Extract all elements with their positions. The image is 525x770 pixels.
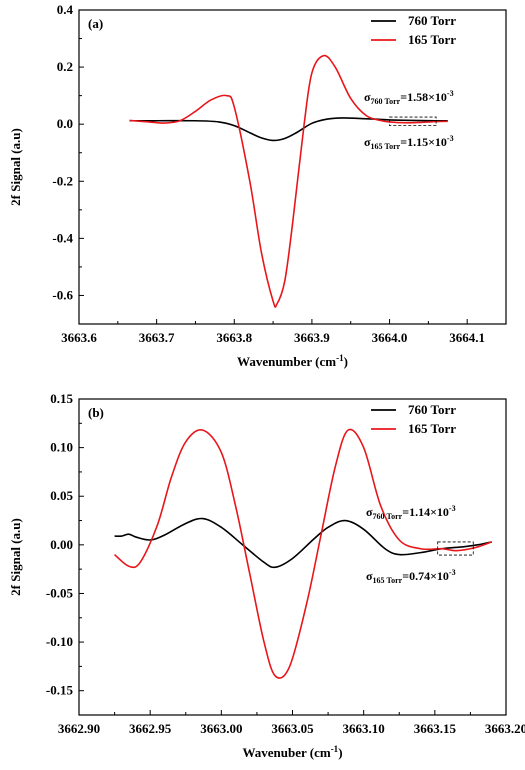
x-tick-label: 3663.00: [200, 721, 242, 736]
y-tick-label: 0.4: [57, 2, 74, 17]
noise-region-box: [437, 541, 474, 556]
series-line-165-torr: [114, 428, 493, 679]
sigma-annotation-165: σ165 Torr=1.15×10-3: [364, 134, 454, 151]
x-axis-title-exponent: -1: [336, 353, 344, 363]
y-tick-label: -0.05: [46, 585, 74, 600]
x-tick-label: 3663.10: [343, 721, 385, 736]
plot-frame: [78, 9, 507, 325]
x-tick-label: 3663.9: [294, 330, 330, 345]
x-tick-label: 3663.8: [216, 330, 252, 345]
x-axis-title-text: Wavenuber (cm: [242, 745, 330, 760]
sigma-annotation-part: -3: [449, 504, 456, 513]
legend-label: 760 Torr: [408, 13, 456, 28]
sigma-annotation-760: σ760 Torr=1.14×10-3: [366, 504, 456, 521]
y-tick-label: 0.05: [50, 488, 73, 503]
x-tick-label: 3664.0: [372, 330, 408, 345]
sigma-annotation-part: σ: [364, 90, 371, 104]
panel-label: (b): [88, 405, 104, 420]
sigma-annotation-760: σ760 Torr=1.58×10-3: [364, 89, 454, 106]
series-line-760-torr: [114, 517, 492, 569]
panel-label: (a): [88, 16, 103, 31]
legend-label: 165 Torr: [408, 32, 456, 47]
y-tick-label: 0.00: [50, 537, 73, 552]
legend-label: 760 Torr: [408, 402, 456, 417]
x-tick-label: 3663.15: [414, 721, 457, 736]
y-tick-label: -0.15: [46, 683, 74, 698]
sigma-annotation-part: -3: [447, 134, 454, 143]
sigma-annotation-part: σ: [366, 505, 373, 519]
y-tick-label: -0.2: [52, 173, 73, 188]
y-tick-label: 0.15: [50, 391, 73, 406]
legend-label: 165 Torr: [408, 421, 456, 436]
y-axis-title: 2f Signal (a.u): [8, 128, 23, 206]
sigma-annotation-part: =1.14×10: [402, 505, 449, 519]
x-tick-label: 3663.6: [61, 330, 97, 345]
x-axis-title: Wavenumber (cm-1): [237, 353, 348, 369]
x-tick-label: 3664.1: [449, 330, 485, 345]
x-axis-title-close: ): [344, 354, 348, 369]
sigma-annotation-part: =1.58×10: [400, 90, 447, 104]
y-tick-label: 0.2: [57, 59, 73, 74]
sigma-annotation-165: σ165 Torr=0.74×10-3: [366, 568, 456, 585]
y-tick-label: -0.10: [46, 634, 73, 649]
y-tick-label: -0.6: [52, 287, 73, 302]
sigma-annotation-part: -3: [447, 89, 454, 98]
sigma-annotation-part: -3: [449, 568, 456, 577]
x-axis-title-text: Wavenumber (cm: [237, 354, 336, 369]
x-tick-label: 3663.05: [271, 721, 314, 736]
x-tick-label: 3662.95: [129, 721, 172, 736]
y-tick-label: -0.4: [52, 230, 73, 245]
x-tick-label: 3663.20: [485, 721, 525, 736]
sigma-annotation-part: 760 Torr: [373, 512, 403, 521]
chart-panel-b: 3662.90 3662.95 3663.00 3663.05 3663.10 3663.…: [8, 391, 525, 760]
noise-region-box: [389, 116, 437, 127]
y-axis-title: 2f Signal (a.u): [8, 518, 23, 596]
chart-panel-a: 3663.6 3663.7 3663.8 3663.9 3664.0 3664.1 0.4 0…: [8, 2, 507, 369]
x-tick-label: 3662.90: [58, 721, 100, 736]
sigma-annotation-part: =1.15×10: [400, 135, 447, 149]
sigma-annotation-part: 760 Torr: [371, 97, 401, 106]
sigma-annotation-part: 165 Torr: [371, 142, 401, 151]
y-tick-label: 0.0: [57, 116, 73, 131]
sigma-annotation-part: 165 Torr: [373, 576, 403, 585]
x-tick-label: 3663.7: [139, 330, 175, 345]
y-tick-label: 0.10: [50, 440, 73, 455]
x-axis-title-exponent: -1: [331, 744, 339, 754]
x-axis-title: Wavenuber (cm-1): [242, 744, 342, 760]
sigma-annotation-part: =0.74×10: [402, 569, 449, 583]
series-line-165-torr: [129, 54, 448, 308]
sigma-annotation-part: σ: [364, 135, 371, 149]
x-axis-title-close: ): [338, 745, 342, 760]
sigma-annotation-part: σ: [366, 569, 373, 583]
